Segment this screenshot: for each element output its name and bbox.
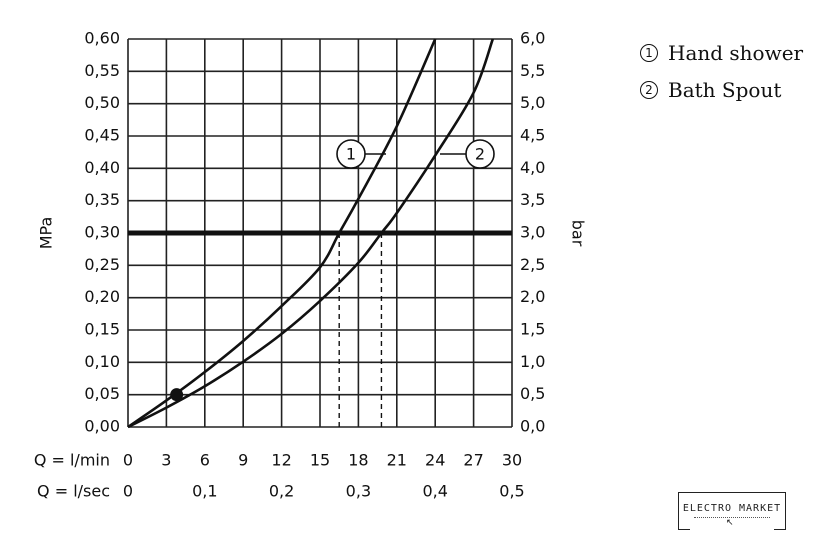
y-left-tick-label: 0,30 xyxy=(84,223,120,242)
callout-hand-shower-number: 1 xyxy=(346,145,356,164)
x-axis-label-lps: Q = l/sec xyxy=(37,482,110,501)
x-axis-label-lpm: Q = l/min xyxy=(34,451,110,470)
y-right-tick-label: 4,0 xyxy=(520,158,545,177)
legend: 1 Hand shower 2 Bath Spout xyxy=(640,34,803,108)
legend-label: Hand shower xyxy=(668,40,804,65)
y-left-axis-title: MPa xyxy=(37,217,56,250)
callout-bath-spout-number: 2 xyxy=(475,145,485,164)
callout-bath-spout-circle xyxy=(465,139,495,169)
y-right-tick-label: 0,0 xyxy=(520,417,545,436)
legend-item-bath-spout: 2 Bath Spout xyxy=(640,71,803,108)
x-lpm-tick-label: 21 xyxy=(387,451,407,470)
y-right-tick-label: 4,5 xyxy=(520,126,545,145)
x-lpm-tick-label: 18 xyxy=(348,451,368,470)
y-left-tick-label: 0,55 xyxy=(84,61,120,80)
series-curves xyxy=(127,38,495,429)
x-lpm-tick-label: 3 xyxy=(161,451,171,470)
legend-marker: 1 xyxy=(640,43,658,62)
y-right-tick-label: 3,5 xyxy=(520,190,545,209)
y-right-tick-label: 5,5 xyxy=(520,61,545,80)
x-lpm-tick-label: 27 xyxy=(463,451,483,470)
y-right-axis-title: bar xyxy=(569,220,588,247)
y-left-tick-label: 0,60 xyxy=(84,29,120,48)
legend-marker: 2 xyxy=(640,80,658,99)
y-right-tick-label: 2,0 xyxy=(520,287,545,306)
y-left-tick-label: 0,00 xyxy=(84,417,120,436)
y-left-tick-label: 0,05 xyxy=(84,384,120,403)
y-left-tick-label: 0,50 xyxy=(84,93,120,112)
x-lpm-tick-label: 30 xyxy=(502,451,522,470)
x-lpm-tick-label: 12 xyxy=(271,451,291,470)
x-lps-tick-label: 0,2 xyxy=(269,482,294,501)
x-lpm-tick-label: 6 xyxy=(200,451,210,470)
logo-underline xyxy=(694,517,770,520)
x-lpm-tick-label: 24 xyxy=(425,451,445,470)
x-lps-tick-label: 0,4 xyxy=(422,482,447,501)
series-line-bath-spout xyxy=(127,38,495,429)
callout-hand-shower-circle xyxy=(336,139,366,169)
x-lps-tick-label: 0,5 xyxy=(499,482,524,501)
y-left-tick-label: 0,45 xyxy=(84,126,120,145)
legend-item-hand-shower: 1 Hand shower xyxy=(640,34,803,71)
y-right-tick-label: 6,0 xyxy=(520,29,545,48)
cursor-icon: ↖ xyxy=(726,518,734,528)
x-lps-tick-label: 0 xyxy=(123,482,133,501)
x-lps-tick-label: 0,1 xyxy=(192,482,217,501)
y-right-tick-label: 5,0 xyxy=(520,93,545,112)
legend-label: Bath Spout xyxy=(668,77,782,102)
logo-frame xyxy=(678,492,786,530)
logo-text: ELECTRO MARKET xyxy=(682,503,782,514)
data-point-marker xyxy=(170,388,184,402)
tick-labels: 0,000,050,100,150,200,250,300,350,400,45… xyxy=(34,29,588,501)
series-line-hand-shower xyxy=(127,38,437,429)
y-left-tick-label: 0,25 xyxy=(84,255,120,274)
x-lps-tick-label: 0,3 xyxy=(346,482,371,501)
y-right-tick-label: 1,0 xyxy=(520,352,545,371)
y-right-tick-label: 1,5 xyxy=(520,320,545,339)
y-left-tick-label: 0,40 xyxy=(84,158,120,177)
x-lpm-tick-label: 15 xyxy=(310,451,330,470)
y-left-tick-label: 0,10 xyxy=(84,352,120,371)
y-right-tick-label: 3,0 xyxy=(520,223,545,242)
y-right-tick-label: 0,5 xyxy=(520,384,545,403)
x-lpm-tick-label: 0 xyxy=(123,451,133,470)
y-left-tick-label: 0,35 xyxy=(84,190,120,209)
x-lpm-tick-label: 9 xyxy=(238,451,248,470)
electro-market-logo: ELECTRO MARKET ↖ xyxy=(678,492,786,530)
y-left-tick-label: 0,15 xyxy=(84,320,120,339)
y-left-tick-label: 0,20 xyxy=(84,287,120,306)
y-right-tick-label: 2,5 xyxy=(520,255,545,274)
